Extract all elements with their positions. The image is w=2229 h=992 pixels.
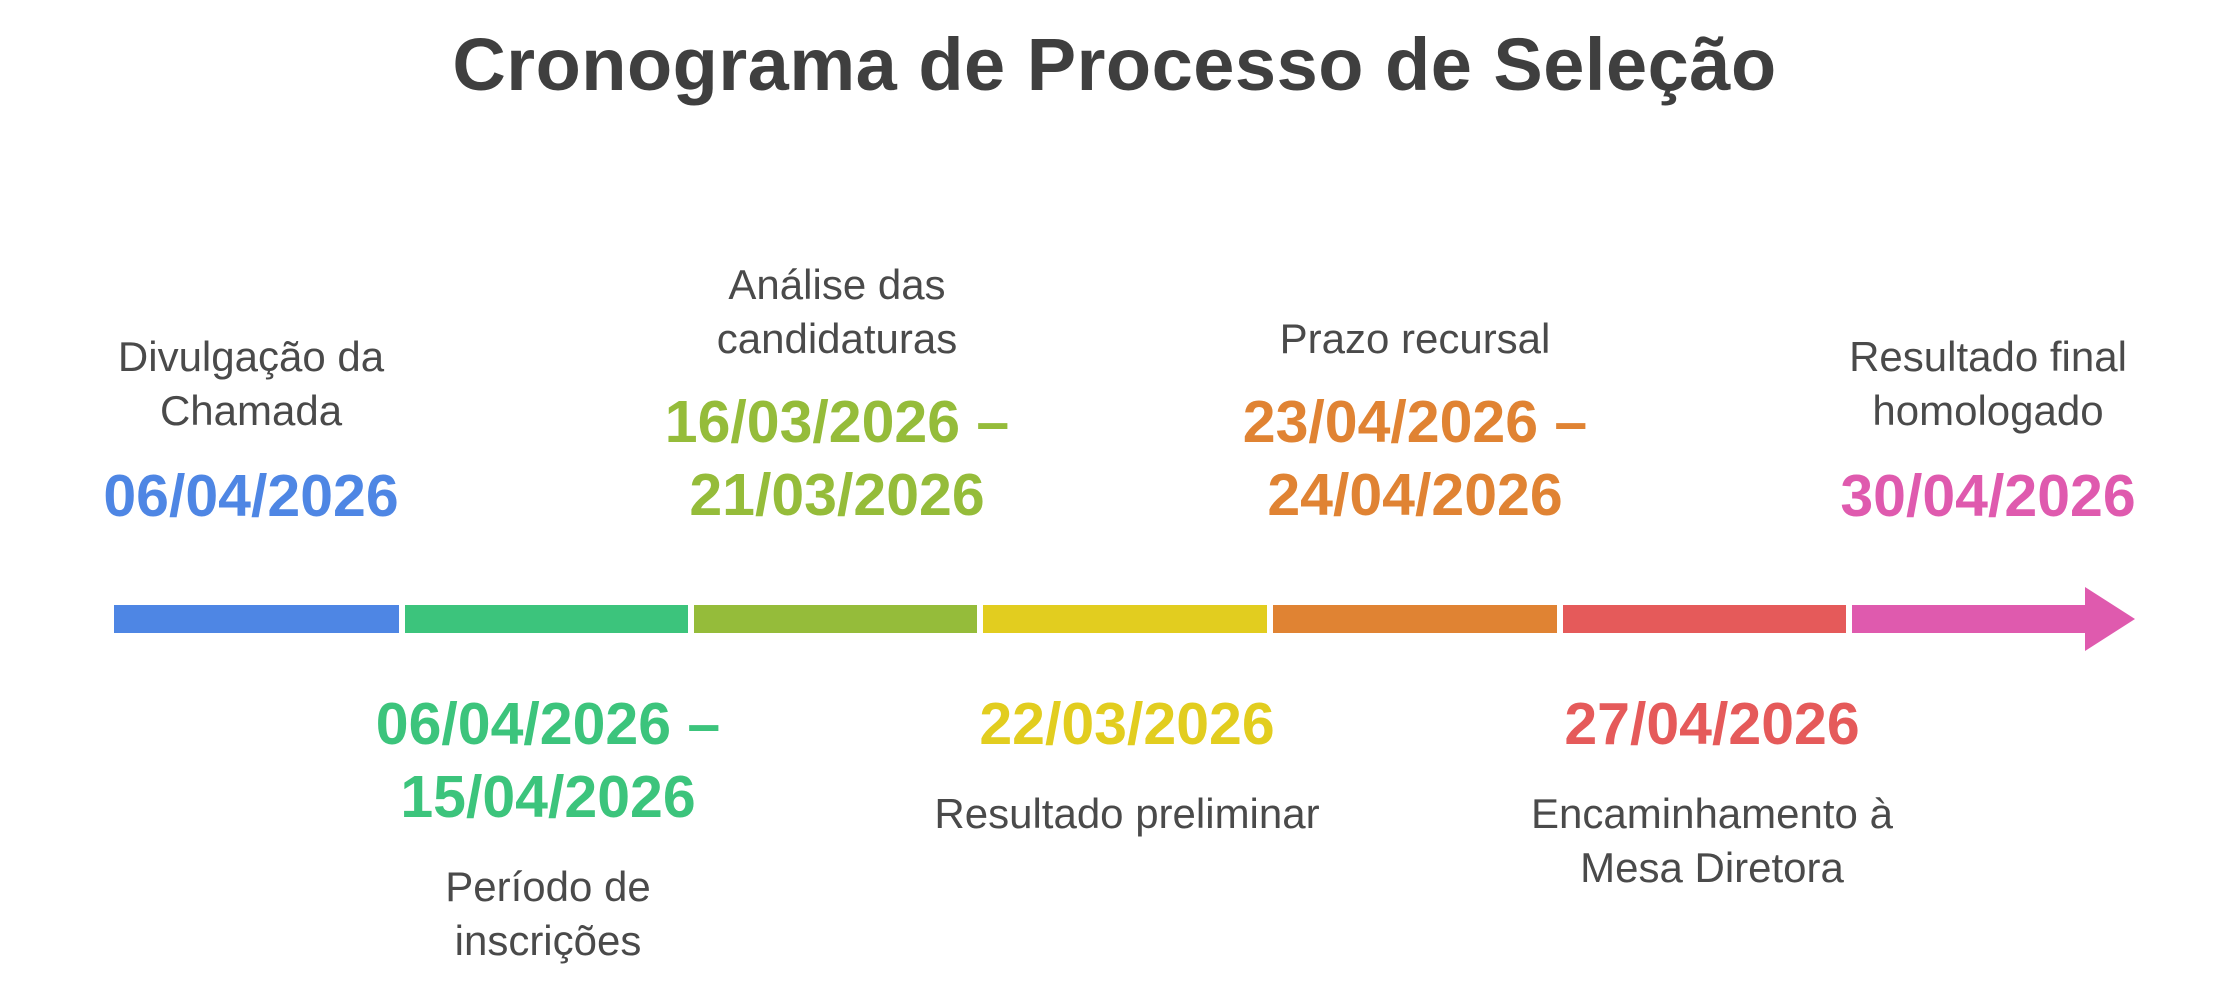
event-label: Resultado final homologado xyxy=(1849,333,2127,434)
event-label: Período de inscrições xyxy=(445,863,651,964)
event-inscricoes: 06/04/2026 – 15/04/2026 Período de inscr… xyxy=(308,688,788,968)
timeline-segment-5 xyxy=(1273,605,1557,633)
timeline-segment-2 xyxy=(405,605,688,633)
event-divulgacao: Divulgação da Chamada 06/04/2026 xyxy=(11,330,491,533)
event-date: 30/04/2026 xyxy=(1840,463,2136,529)
event-label: Encaminhamento à Mesa Diretora xyxy=(1531,790,1893,891)
event-prazo-recursal: Prazo recursal 23/04/2026 – 24/04/2026 xyxy=(1175,312,1655,532)
event-label: Resultado preliminar xyxy=(934,790,1320,837)
event-label: Prazo recursal xyxy=(1279,315,1551,362)
event-date: 22/03/2026 xyxy=(979,691,1275,757)
event-label: Divulgação da Chamada xyxy=(117,333,385,434)
timeline-arrowhead xyxy=(2085,587,2135,651)
event-analise: Análise das candidaturas 16/03/2026 – 21… xyxy=(597,258,1077,532)
timeline-segment-6 xyxy=(1563,605,1846,633)
timeline-segment-4 xyxy=(983,605,1267,633)
event-label: Análise das candidaturas xyxy=(716,261,958,362)
diagram-title: Cronograma de Processo de Seleção xyxy=(452,23,1777,106)
event-resultado-final: Resultado final homologado 30/04/2026 xyxy=(1748,330,2228,533)
event-date: 16/03/2026 – 21/03/2026 xyxy=(664,389,1010,528)
timeline-segment-7 xyxy=(1852,605,2088,633)
event-date: 23/04/2026 – 24/04/2026 xyxy=(1242,389,1588,528)
timeline-segment-1 xyxy=(114,605,399,633)
event-date: 06/04/2026 xyxy=(103,463,399,529)
event-date: 06/04/2026 – 15/04/2026 xyxy=(375,691,721,830)
event-resultado-preliminar: 22/03/2026 Resultado preliminar xyxy=(887,688,1367,841)
event-encaminhamento: 27/04/2026 Encaminhamento à Mesa Diretor… xyxy=(1472,688,1952,895)
timeline-segment-3 xyxy=(694,605,977,633)
event-date: 27/04/2026 xyxy=(1564,691,1860,757)
